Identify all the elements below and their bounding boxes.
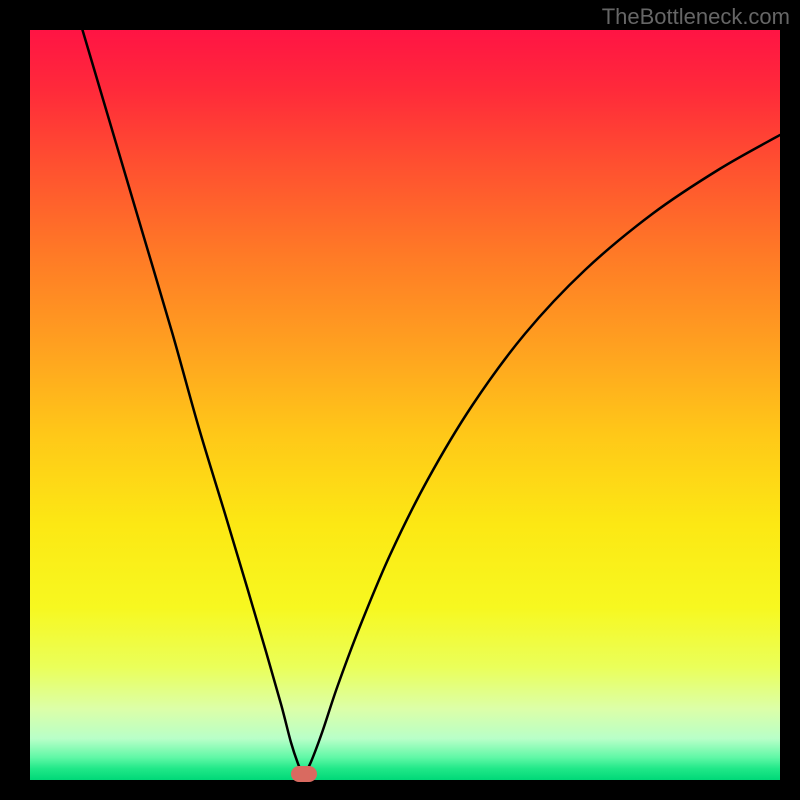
chart-container: TheBottleneck.com <box>0 0 800 800</box>
curve-segment <box>304 135 780 776</box>
optimum-marker <box>291 766 317 782</box>
curve-overlay <box>30 30 780 780</box>
curve-segment <box>83 30 304 776</box>
watermark-text: TheBottleneck.com <box>602 4 790 30</box>
plot-area <box>30 30 780 780</box>
